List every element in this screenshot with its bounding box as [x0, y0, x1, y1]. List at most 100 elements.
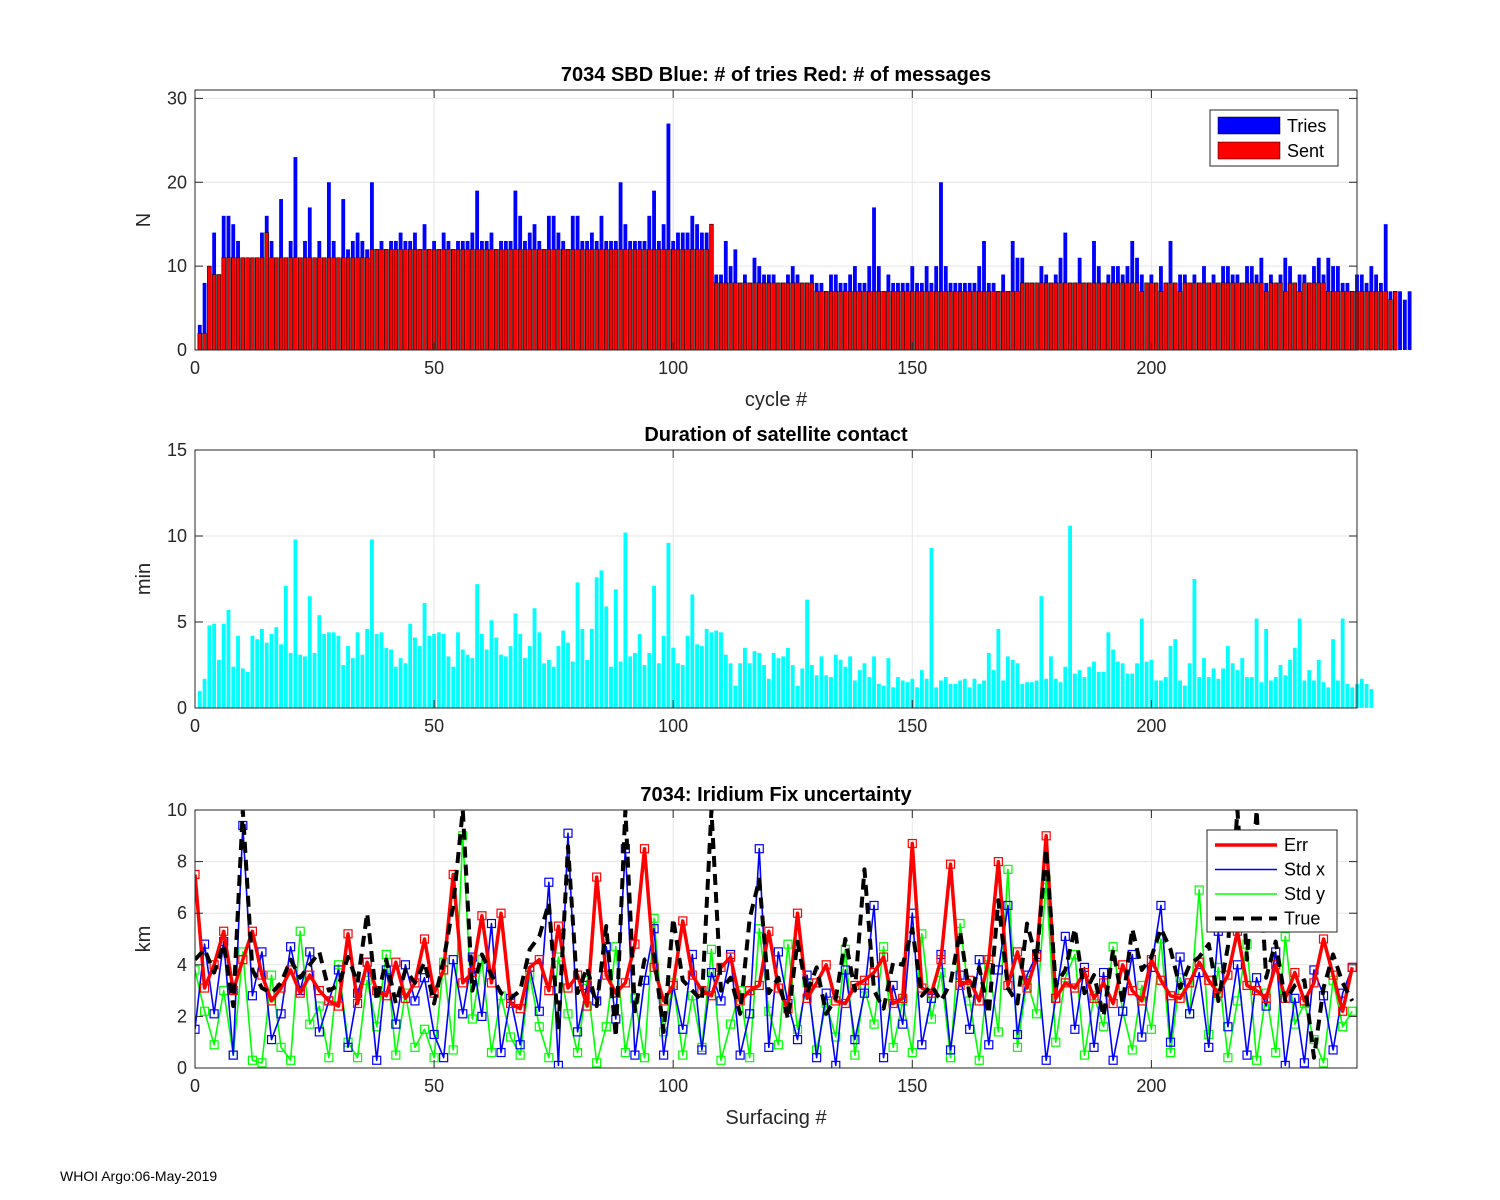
duration-bar: [513, 613, 518, 708]
duration-bar: [1029, 682, 1034, 708]
duration-bar: [1173, 639, 1178, 708]
point-marker: [965, 1024, 975, 1034]
point-marker: [506, 1032, 516, 1042]
duration-bar: [355, 632, 360, 708]
sent-bar: [1087, 282, 1092, 351]
duration-bar: [1101, 671, 1106, 708]
point-marker: [305, 970, 315, 980]
point-marker: [1060, 931, 1070, 942]
duration-bar: [1125, 673, 1130, 708]
sent-bar: [384, 249, 389, 351]
sent-bar: [431, 249, 437, 351]
duration-bar: [953, 683, 958, 708]
sent-bar: [1139, 290, 1145, 351]
duration-bar: [1130, 673, 1135, 708]
point-marker: [888, 1042, 898, 1052]
sent-bar: [977, 290, 982, 351]
sent-bar: [484, 249, 489, 351]
point-marker: [821, 960, 831, 970]
point-marker: [1204, 1042, 1214, 1052]
sent-bar: [1273, 282, 1278, 351]
point-marker: [1309, 978, 1319, 988]
duration-bar: [197, 690, 202, 708]
point-marker: [1290, 967, 1300, 978]
point-marker: [333, 1001, 344, 1011]
duration-bar: [436, 632, 441, 708]
sent-bar: [321, 257, 327, 351]
duration-bar: [556, 646, 561, 708]
sent-bar: [1101, 282, 1106, 351]
duration-bar: [1087, 666, 1092, 708]
point-marker: [1290, 993, 1300, 1003]
duration-bar: [236, 635, 240, 708]
duration-bar: [1106, 632, 1111, 708]
sent-bar: [240, 257, 246, 351]
sent-bar: [761, 282, 767, 351]
series-line-std-x: [195, 824, 1353, 1067]
point-marker: [1280, 1060, 1290, 1068]
sent-bar: [1187, 282, 1192, 351]
x-tick-label: 200: [1136, 358, 1166, 378]
point-marker: [620, 978, 630, 988]
sent-bar: [1244, 282, 1250, 351]
sent-bar: [1340, 290, 1345, 351]
sent-bar: [661, 249, 666, 351]
point-marker: [878, 952, 889, 962]
duration-bar: [1335, 680, 1340, 708]
duration-bar: [833, 654, 838, 708]
duration-bar: [809, 665, 814, 708]
point-marker: [1108, 998, 1118, 1009]
sent-bar: [503, 249, 509, 351]
duration-bar: [484, 649, 489, 708]
sent-bar: [953, 290, 958, 351]
point-marker: [745, 985, 755, 996]
legend: Err Std x Std y True: [1206, 829, 1338, 933]
point-marker: [477, 1011, 487, 1022]
sent-bar: [317, 257, 322, 351]
y-axis-label: min: [133, 563, 155, 595]
sent-bar: [623, 249, 628, 351]
sent-bar: [1163, 282, 1168, 351]
point-marker: [1051, 993, 1061, 1003]
point-marker: [1070, 983, 1080, 993]
sent-bar: [589, 249, 595, 351]
sent-bar: [1345, 290, 1350, 351]
duration-bar: [1010, 659, 1015, 708]
duration-bar: [1149, 659, 1154, 708]
duration-bar: [661, 635, 666, 708]
point-marker: [1127, 1045, 1137, 1055]
duration-bar: [207, 625, 212, 708]
point-marker: [195, 1024, 200, 1034]
sent-bar: [1072, 282, 1078, 351]
point-marker: [706, 967, 717, 978]
duration-bar: [413, 637, 417, 708]
sent-bar: [264, 232, 269, 351]
sent-bar: [226, 257, 231, 351]
point-marker: [410, 978, 420, 988]
point-marker: [544, 1053, 554, 1063]
point-marker: [907, 1047, 917, 1058]
sent-bar: [967, 290, 972, 351]
duration-bar: [762, 665, 766, 708]
x-tick-label: 100: [658, 1076, 688, 1096]
duration-bar: [695, 644, 700, 708]
duration-bar: [1369, 689, 1374, 708]
sent-bar: [948, 290, 953, 351]
subplot-title: 7034: Iridium Fix uncertainty: [640, 784, 912, 806]
point-marker: [553, 1060, 564, 1068]
sent-bar: [771, 282, 776, 351]
point-marker: [907, 838, 917, 849]
duration-bar: [1192, 579, 1197, 708]
sent-bar: [675, 249, 681, 351]
sent-bar: [1053, 282, 1058, 351]
duration-bar: [489, 620, 494, 708]
point-marker: [1165, 991, 1176, 1001]
sent-bar: [403, 249, 408, 351]
point-marker: [773, 1040, 783, 1050]
sent-bar: [216, 274, 222, 351]
duration-bar: [589, 628, 594, 708]
duration-bar: [542, 663, 546, 708]
point-marker: [850, 1050, 860, 1060]
duration-bar: [245, 671, 250, 708]
duration-bar: [1264, 628, 1269, 708]
